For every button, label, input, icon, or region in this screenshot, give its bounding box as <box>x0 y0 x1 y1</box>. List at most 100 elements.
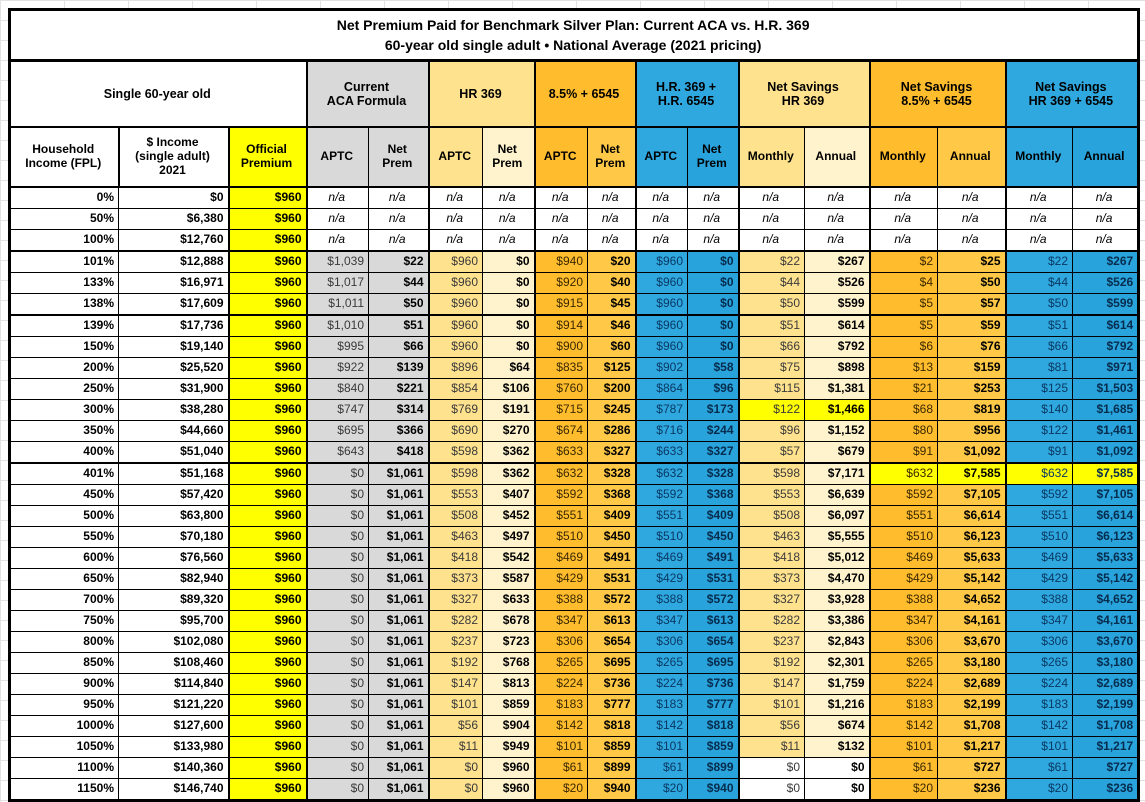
cell-hr369-netprem: $904 <box>482 715 536 737</box>
cell-fpl: 900% <box>9 673 119 695</box>
cell-aca-netprem: $44 <box>368 272 430 294</box>
cell-85-6545-aptc: $388 <box>534 589 588 611</box>
cell-hr369-6545-netprem: $777 <box>687 694 740 716</box>
cell-85-6545-netprem: $695 <box>587 652 637 674</box>
cell-hr369-6545-netprem: $654 <box>687 631 740 653</box>
cell-fpl: 700% <box>9 589 119 611</box>
cell-savboth-monthly: $22 <box>1005 250 1073 273</box>
cell-aca-aptc: $1,011 <box>306 293 369 316</box>
cell-aca-netprem: $1,061 <box>368 736 430 758</box>
cell-sav369-monthly: $282 <box>738 610 805 632</box>
cell-hr369-netprem: $633 <box>482 589 536 611</box>
cell-aca-netprem: $1,061 <box>368 652 430 674</box>
table-row: 138% $17,609 $960 $1,011 $50 $960 $0 $915 $45 $96… <box>9 293 1140 316</box>
cell-hr369-6545-aptc: $142 <box>635 715 688 737</box>
table-row: 1150% $146,740 $960 $0 $1,061 $0 $960 $20 $940 $2… <box>9 778 1140 801</box>
table-row: 400% $51,040 $960 $643 $418 $598 $362 $633 $327 $… <box>9 441 1140 464</box>
cell-85-6545-aptc: $469 <box>534 547 588 569</box>
cell-income: $12,760 <box>118 229 230 252</box>
cell-savboth-monthly: $224 <box>1005 673 1073 695</box>
cell-hr369-aptc: n/a <box>428 208 483 230</box>
cell-aca-aptc: $1,039 <box>306 250 369 273</box>
cell-sav369-annual: $6,097 <box>804 505 871 527</box>
table-row: 1000% $127,600 $960 $0 $1,061 $56 $904 $142 $818… <box>9 715 1140 737</box>
cell-fpl: 1100% <box>9 757 119 779</box>
cell-savboth-monthly: $429 <box>1005 568 1073 590</box>
cell-hr369-6545-aptc: $429 <box>635 568 688 590</box>
cell-sav85-annual: $7,585 <box>937 462 1007 485</box>
cell-hr369-6545-aptc: $101 <box>635 736 688 758</box>
premium-comparison-table: Net Premium Paid for Benchmark Silver Pl… <box>8 8 1141 802</box>
table-row: 650% $82,940 $960 $0 $1,061 $373 $587 $429 $531 $… <box>9 568 1140 590</box>
cell-fpl: 850% <box>9 652 119 674</box>
cell-official-premium: $960 <box>228 589 308 611</box>
cell-hr369-6545-aptc: $787 <box>635 399 688 421</box>
cell-hr369-6545-aptc: $960 <box>635 293 688 316</box>
cell-hr369-aptc: $960 <box>428 336 483 358</box>
cell-sav369-annual: $599 <box>804 293 871 316</box>
cell-85-6545-netprem: $859 <box>587 736 637 758</box>
cell-hr369-aptc: $690 <box>428 420 483 442</box>
cell-sav369-annual: $1,759 <box>804 673 871 695</box>
cell-savboth-annual: $4,161 <box>1071 610 1140 632</box>
cell-fpl: 800% <box>9 631 119 653</box>
cell-hr369-aptc: $960 <box>428 293 483 316</box>
cell-85-6545-netprem: $736 <box>587 673 637 695</box>
group-net-savings-hr369: Net Savings HR 369 <box>737 59 871 128</box>
cell-85-6545-aptc: $715 <box>534 399 588 421</box>
cell-85-6545-aptc: $633 <box>534 441 588 464</box>
cell-sav369-annual: $5,012 <box>804 547 871 569</box>
cell-sav369-annual: n/a <box>804 186 871 209</box>
cell-hr369-aptc: $598 <box>428 441 483 464</box>
cell-aca-netprem: $51 <box>368 314 430 337</box>
cell-aca-aptc: $1,010 <box>306 314 369 337</box>
table-row: 850% $108,460 $960 $0 $1,061 $192 $768 $265 $695… <box>9 652 1140 674</box>
cell-hr369-6545-aptc: $61 <box>635 757 688 779</box>
cell-hr369-6545-aptc: $960 <box>635 314 688 337</box>
cell-hr369-aptc: $769 <box>428 399 483 421</box>
group-current-aca: Current ACA Formula <box>305 59 430 128</box>
cell-hr369-aptc: $0 <box>428 757 483 779</box>
col-income-2021: $ Income (single adult) 2021 <box>118 126 230 188</box>
cell-income: $63,800 <box>118 505 230 527</box>
cell-savboth-annual: $7,105 <box>1071 484 1140 506</box>
cell-hr369-aptc: $553 <box>428 484 483 506</box>
cell-aca-netprem: $366 <box>368 420 430 442</box>
cell-fpl: 450% <box>9 484 119 506</box>
cell-sav85-monthly: $2 <box>869 250 938 273</box>
cell-hr369-netprem: $407 <box>482 484 536 506</box>
cell-sav369-monthly: $115 <box>738 378 805 400</box>
cell-aca-netprem: $50 <box>368 293 430 316</box>
table-row: 133% $16,971 $960 $1,017 $44 $960 $0 $920 $40 $96… <box>9 272 1140 294</box>
cell-85-6545-aptc: $183 <box>534 694 588 716</box>
cell-hr369-6545-aptc: $960 <box>635 272 688 294</box>
cell-income: $25,520 <box>118 357 230 379</box>
cell-sav85-annual: $5,633 <box>937 547 1007 569</box>
cell-aca-netprem: $66 <box>368 336 430 358</box>
cell-official-premium: $960 <box>228 631 308 653</box>
cell-income: $12,888 <box>118 250 230 273</box>
cell-sav369-annual: $679 <box>804 441 871 464</box>
cell-85-6545-aptc: $674 <box>534 420 588 442</box>
cell-sav85-monthly: $388 <box>869 589 938 611</box>
cell-85-6545-aptc: $551 <box>534 505 588 527</box>
cell-fpl: 101% <box>9 250 119 273</box>
cell-hr369-aptc: $327 <box>428 589 483 611</box>
cell-official-premium: $960 <box>228 229 308 252</box>
cell-fpl: 500% <box>9 505 119 527</box>
cell-income: $95,700 <box>118 610 230 632</box>
cell-sav369-annual: $792 <box>804 336 871 358</box>
cell-85-6545-netprem: $200 <box>587 378 637 400</box>
col-household-income-fpl: Household Income (FPL) <box>9 126 120 188</box>
cell-income: $108,460 <box>118 652 230 674</box>
cell-hr369-netprem: $270 <box>482 420 536 442</box>
cell-sav85-monthly: $20 <box>869 778 938 801</box>
cell-savboth-annual: $3,180 <box>1071 652 1140 674</box>
col-official-premium: Official Premium <box>228 126 308 188</box>
group-net-savings-hr369-6545: Net Savings HR 369 + 6545 <box>1004 59 1140 128</box>
cell-sav369-annual: $132 <box>804 736 871 758</box>
cell-aca-aptc: $747 <box>306 399 369 421</box>
cell-savboth-monthly: $61 <box>1005 757 1073 779</box>
cell-savboth-monthly: $632 <box>1005 462 1073 485</box>
spreadsheet-area: Net Premium Paid for Benchmark Silver Pl… <box>8 8 1141 802</box>
